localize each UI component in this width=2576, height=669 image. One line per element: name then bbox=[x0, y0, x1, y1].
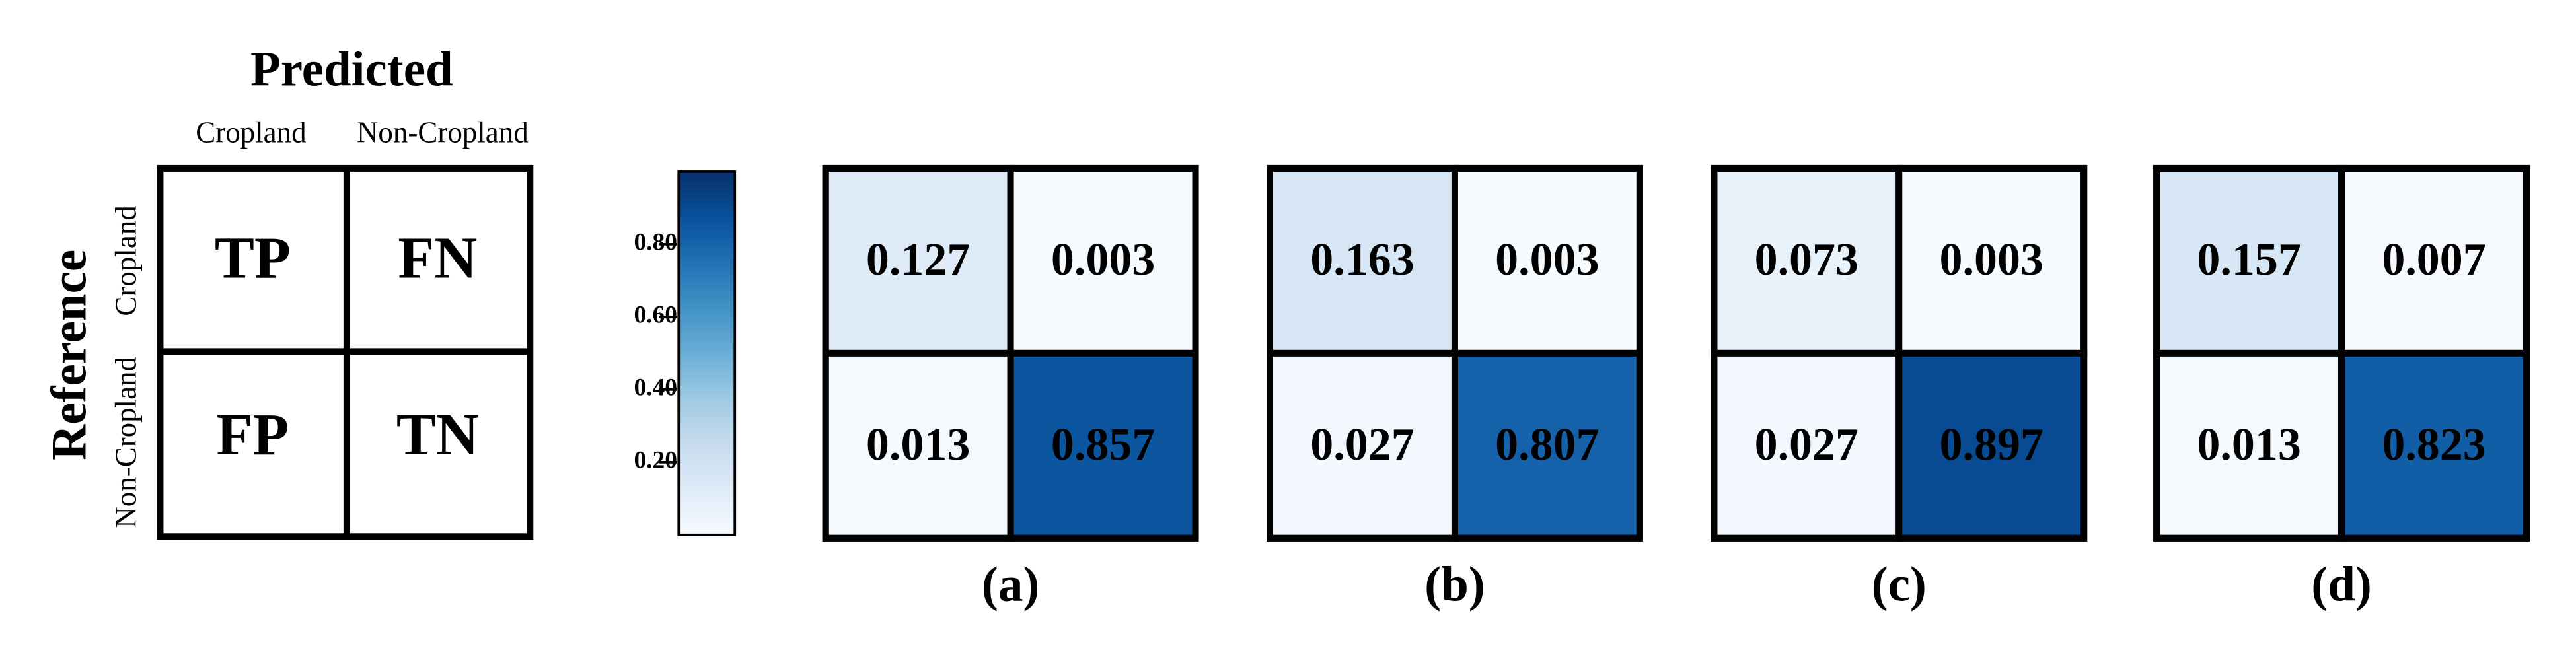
colorbar bbox=[677, 170, 737, 536]
key-cell: FN bbox=[398, 226, 477, 291]
cell-value: 0.073 bbox=[1755, 234, 1858, 285]
key-cell: TP bbox=[215, 226, 291, 291]
cell-value: 0.157 bbox=[2197, 234, 2300, 285]
cell-value: 0.013 bbox=[866, 419, 970, 470]
heatmap-frame bbox=[822, 164, 1199, 542]
colorbar-tick-label: 0.80 bbox=[634, 229, 677, 256]
key-matrix: Predicted Cropland Non-Cropland Referenc… bbox=[42, 42, 534, 540]
key-column-label: Cropland bbox=[196, 116, 306, 149]
heatmap-frame bbox=[1267, 164, 1643, 542]
cell-value: 0.857 bbox=[1051, 419, 1155, 470]
colorbar-tick-label: 0.20 bbox=[634, 446, 677, 474]
heatmap-cell bbox=[1711, 164, 1903, 357]
key-column-label: Non-Cropland bbox=[357, 116, 529, 149]
cell-value: 0.163 bbox=[1310, 234, 1414, 285]
heatmap-cell bbox=[1451, 349, 1643, 542]
cell-value: 0.013 bbox=[2197, 419, 2300, 470]
key-cell: FP bbox=[216, 402, 289, 468]
cell-value: 0.027 bbox=[1310, 419, 1414, 470]
cell-value: 0.007 bbox=[2382, 234, 2485, 285]
cell-value: 0.003 bbox=[1495, 234, 1599, 285]
panel-label: (d) bbox=[2311, 557, 2372, 612]
cell-value: 0.003 bbox=[1051, 234, 1155, 285]
key-title: Predicted bbox=[250, 42, 453, 97]
heatmap-cell bbox=[1007, 349, 1199, 542]
heatmap-frame bbox=[1711, 164, 2088, 542]
cell-value: 0.127 bbox=[866, 234, 970, 285]
key-cell: TN bbox=[396, 402, 479, 468]
panel-label: (a) bbox=[982, 557, 1039, 612]
colorbar-tick-label: 0.40 bbox=[634, 374, 677, 401]
cell-value: 0.003 bbox=[1940, 234, 2043, 285]
cell-value: 0.807 bbox=[1495, 419, 1599, 470]
cell-value: 0.027 bbox=[1755, 419, 1858, 470]
panel-label: (b) bbox=[1424, 557, 1485, 612]
heatmap-cell bbox=[1711, 349, 1903, 542]
colorbar-tick-label: 0.60 bbox=[634, 301, 677, 328]
heatmap-frame bbox=[2153, 164, 2530, 542]
cell-value: 0.823 bbox=[2382, 419, 2485, 470]
heatmap-cell bbox=[1451, 164, 1643, 357]
key-row-label: Non-Cropland bbox=[109, 357, 142, 528]
key-row-label: Cropland bbox=[109, 205, 142, 316]
panel-label: (c) bbox=[1872, 557, 1927, 612]
key-row-title: Reference bbox=[42, 250, 97, 460]
cell-value: 0.897 bbox=[1940, 419, 2043, 470]
